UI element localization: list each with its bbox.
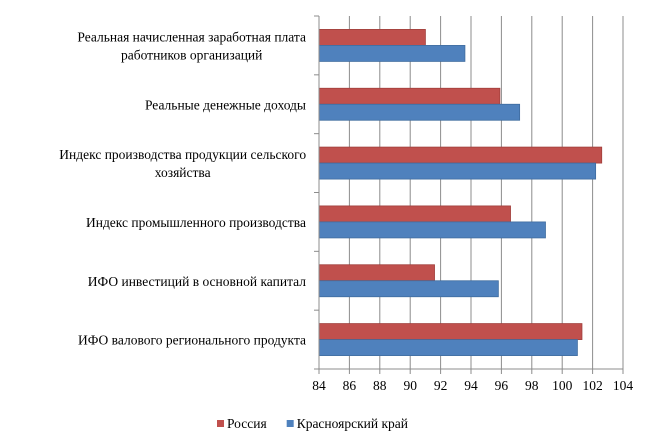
bar-russia-5 xyxy=(318,323,583,340)
tick-label-104: 104 xyxy=(613,378,634,393)
tick-label-88: 88 xyxy=(373,378,387,393)
bar-russia-3 xyxy=(318,205,511,223)
tick-label-86: 86 xyxy=(343,378,357,393)
category-label-4: ИФО инвестиций в основной капитал xyxy=(88,274,306,289)
gridlines xyxy=(348,16,624,369)
bars xyxy=(318,29,603,356)
bar-russia-1 xyxy=(318,87,501,105)
bar-krasnoyarsk-3 xyxy=(318,221,546,239)
bar-krasnoyarsk-0 xyxy=(318,45,466,62)
category-label-2: Индекс производства продукции сельского х… xyxy=(59,147,306,180)
tick-label-84: 84 xyxy=(312,378,326,393)
bar-russia-2 xyxy=(318,146,603,164)
category-label-3: Индекс промышленного производства xyxy=(86,215,306,230)
tick-label-92: 92 xyxy=(434,378,448,393)
bar-krasnoyarsk-4 xyxy=(318,280,499,298)
axes xyxy=(314,15,624,374)
tick-label-102: 102 xyxy=(582,378,602,393)
tick-label-94: 94 xyxy=(464,378,478,393)
tick-label-90: 90 xyxy=(403,378,417,393)
tick-label-100: 100 xyxy=(552,378,573,393)
legend-label-krasnoyarsk: Красноярский край xyxy=(297,416,408,431)
bar-krasnoyarsk-2 xyxy=(318,162,597,180)
legend-swatch-krasnoyarsk xyxy=(286,420,294,427)
bar-krasnoyarsk-1 xyxy=(318,103,521,121)
legend: Россия Красноярский край xyxy=(217,416,408,431)
category-labels: Реальная начисленная заработная плата раб… xyxy=(59,29,306,347)
bar-russia-4 xyxy=(318,264,435,282)
category-label-1: Реальные денежные доходы xyxy=(145,97,306,112)
category-label-5: ИФО валового регионального продукта xyxy=(78,333,306,348)
legend-swatch-russia xyxy=(217,420,224,427)
bar-russia-0 xyxy=(318,29,426,46)
legend-label-russia: Россия xyxy=(227,416,267,431)
tick-labels: 84 86 88 90 92 94 96 98 100 102 104 xyxy=(312,378,633,393)
category-label-0: Реальная начисленная заработная плата раб… xyxy=(77,29,306,62)
bar-krasnoyarsk-5 xyxy=(318,339,578,356)
tick-label-96: 96 xyxy=(495,378,509,393)
tick-label-98: 98 xyxy=(525,378,539,393)
